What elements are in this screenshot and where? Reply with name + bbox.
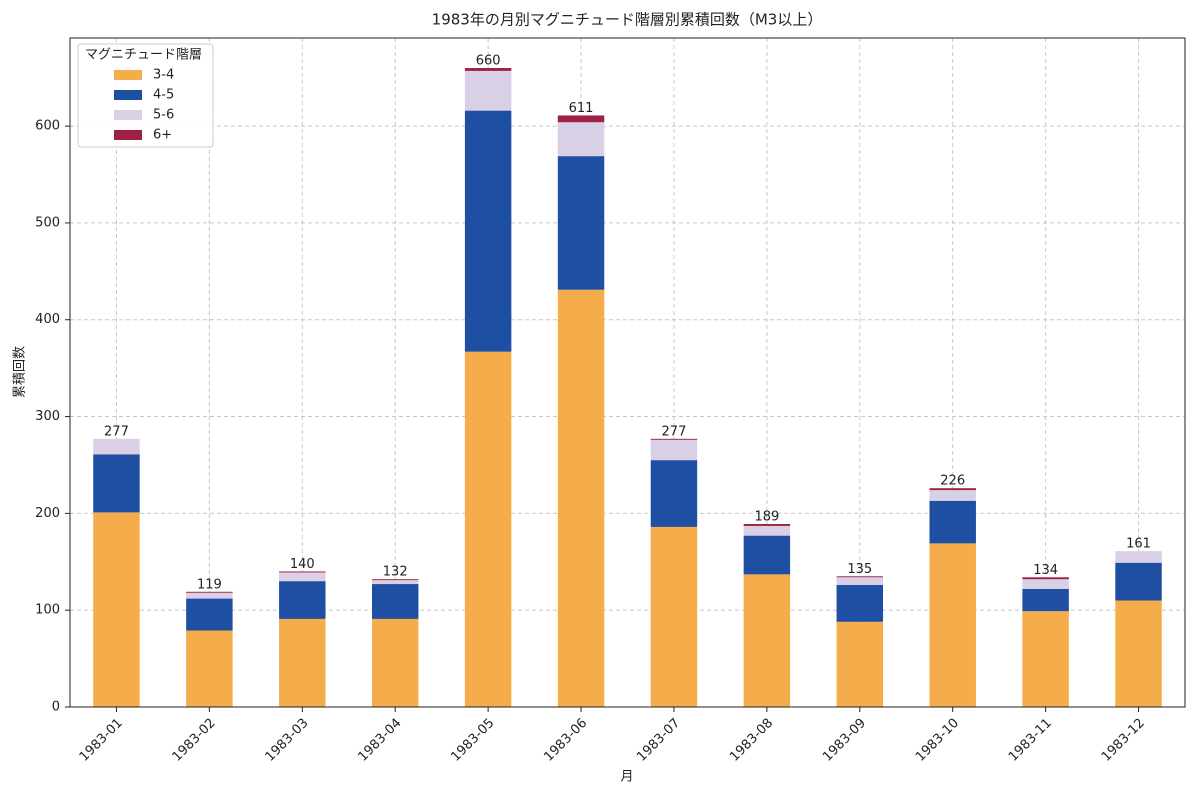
bar-segment <box>464 70 512 111</box>
legend-label: 4-5 <box>153 88 174 103</box>
total-label: 277 <box>104 424 129 439</box>
bar-segment <box>186 592 233 599</box>
x-tick-label: 1983-07 <box>634 716 683 765</box>
bar-segment <box>650 460 698 527</box>
y-tick-label: 400 <box>35 312 60 327</box>
y-axis-label: 累積回数 <box>13 346 28 398</box>
bar-segment <box>836 576 884 578</box>
y-tick-label: 300 <box>35 409 60 424</box>
bar-segment <box>279 581 326 619</box>
bar-segment <box>743 574 791 707</box>
total-label: 611 <box>569 101 594 116</box>
total-label: 119 <box>197 577 222 592</box>
bar-segment <box>371 584 419 619</box>
bar-segment <box>1115 551 1162 563</box>
x-tick-label: 1983-10 <box>913 716 962 765</box>
legend-swatch <box>114 130 142 140</box>
x-tick-label: 1983-05 <box>448 716 497 765</box>
bar-segment <box>186 630 233 707</box>
bar-segment <box>650 438 698 440</box>
total-label: 277 <box>662 424 687 439</box>
legend-swatch <box>114 90 142 100</box>
x-tick-label: 1983-08 <box>727 716 776 765</box>
bar-segment <box>279 572 326 582</box>
bar-segment <box>557 289 605 707</box>
bar-segment <box>1022 611 1069 707</box>
bar-segment <box>929 490 976 501</box>
y-tick-label: 0 <box>52 700 60 715</box>
bar-segment <box>279 571 326 573</box>
bar-segment <box>464 351 512 707</box>
total-label: 140 <box>290 557 315 572</box>
bar-segment <box>929 500 976 544</box>
total-label: 189 <box>754 510 779 525</box>
bar-segment <box>371 580 419 585</box>
bar-segment <box>836 585 884 622</box>
bar-segment <box>93 438 140 455</box>
bar-segment <box>93 454 140 513</box>
chart-title: 1983年の月別マグニチュード階層別累積回数（M3以上） <box>432 11 823 29</box>
x-tick-label: 1983-03 <box>263 716 312 765</box>
x-tick-label: 1983-04 <box>355 716 404 765</box>
legend-label: 3-4 <box>153 68 174 83</box>
x-tick-label: 1983-09 <box>820 716 869 765</box>
legend: マグニチュード階層 3-4 4-5 5-6 6+ <box>77 43 214 148</box>
bar-segment <box>93 512 140 707</box>
bar-segment <box>557 122 605 157</box>
bar-segment <box>743 525 791 536</box>
bar-segment <box>1115 562 1162 601</box>
x-tick-label: 1983-06 <box>541 716 590 765</box>
y-tick-label: 100 <box>35 603 60 618</box>
legend-label: 5-6 <box>153 108 174 123</box>
total-label: 135 <box>847 562 872 577</box>
y-tick-label: 600 <box>35 119 60 134</box>
total-label: 226 <box>940 474 965 489</box>
total-label: 132 <box>383 565 408 580</box>
bar-segment <box>929 488 976 491</box>
legend-title: マグニチュード階層 <box>85 48 202 63</box>
bar-segment <box>371 579 419 581</box>
bar-segment <box>836 621 884 707</box>
x-tick-label: 1983-12 <box>1099 716 1148 765</box>
bar-segment <box>186 591 233 593</box>
x-axis-label: 月 <box>620 770 633 785</box>
bar-segment <box>557 156 605 290</box>
bar-segment <box>743 524 791 526</box>
total-label: 660 <box>476 54 501 69</box>
y-tick-label: 200 <box>35 506 60 521</box>
legend-swatch <box>114 110 142 120</box>
bar-segment <box>279 618 326 707</box>
bar-segment <box>1022 579 1069 589</box>
legend-swatch <box>114 70 142 80</box>
bar-segment <box>743 535 791 575</box>
bar-segment <box>557 115 605 123</box>
x-tick-label: 1983-11 <box>1006 716 1055 765</box>
bar-segment <box>464 68 512 71</box>
bar-segment <box>650 439 698 461</box>
bar-segment <box>186 598 233 631</box>
bar-segment <box>464 110 512 352</box>
x-tick-label: 1983-01 <box>77 716 126 765</box>
bar-segment <box>371 618 419 707</box>
legend-box <box>77 43 214 148</box>
x-tick-label: 1983-02 <box>170 716 219 765</box>
bar-segment <box>650 526 698 707</box>
bar-segment <box>1115 600 1162 707</box>
bar-segment <box>1022 588 1069 612</box>
total-label: 161 <box>1126 537 1151 552</box>
y-tick-label: 500 <box>35 215 60 230</box>
total-label: 134 <box>1033 563 1058 578</box>
bar-segment <box>836 577 884 586</box>
bar-segment <box>1022 577 1069 580</box>
plot-frame <box>69 37 1186 708</box>
legend-label: 6+ <box>153 128 172 143</box>
bar-segment <box>929 543 976 707</box>
